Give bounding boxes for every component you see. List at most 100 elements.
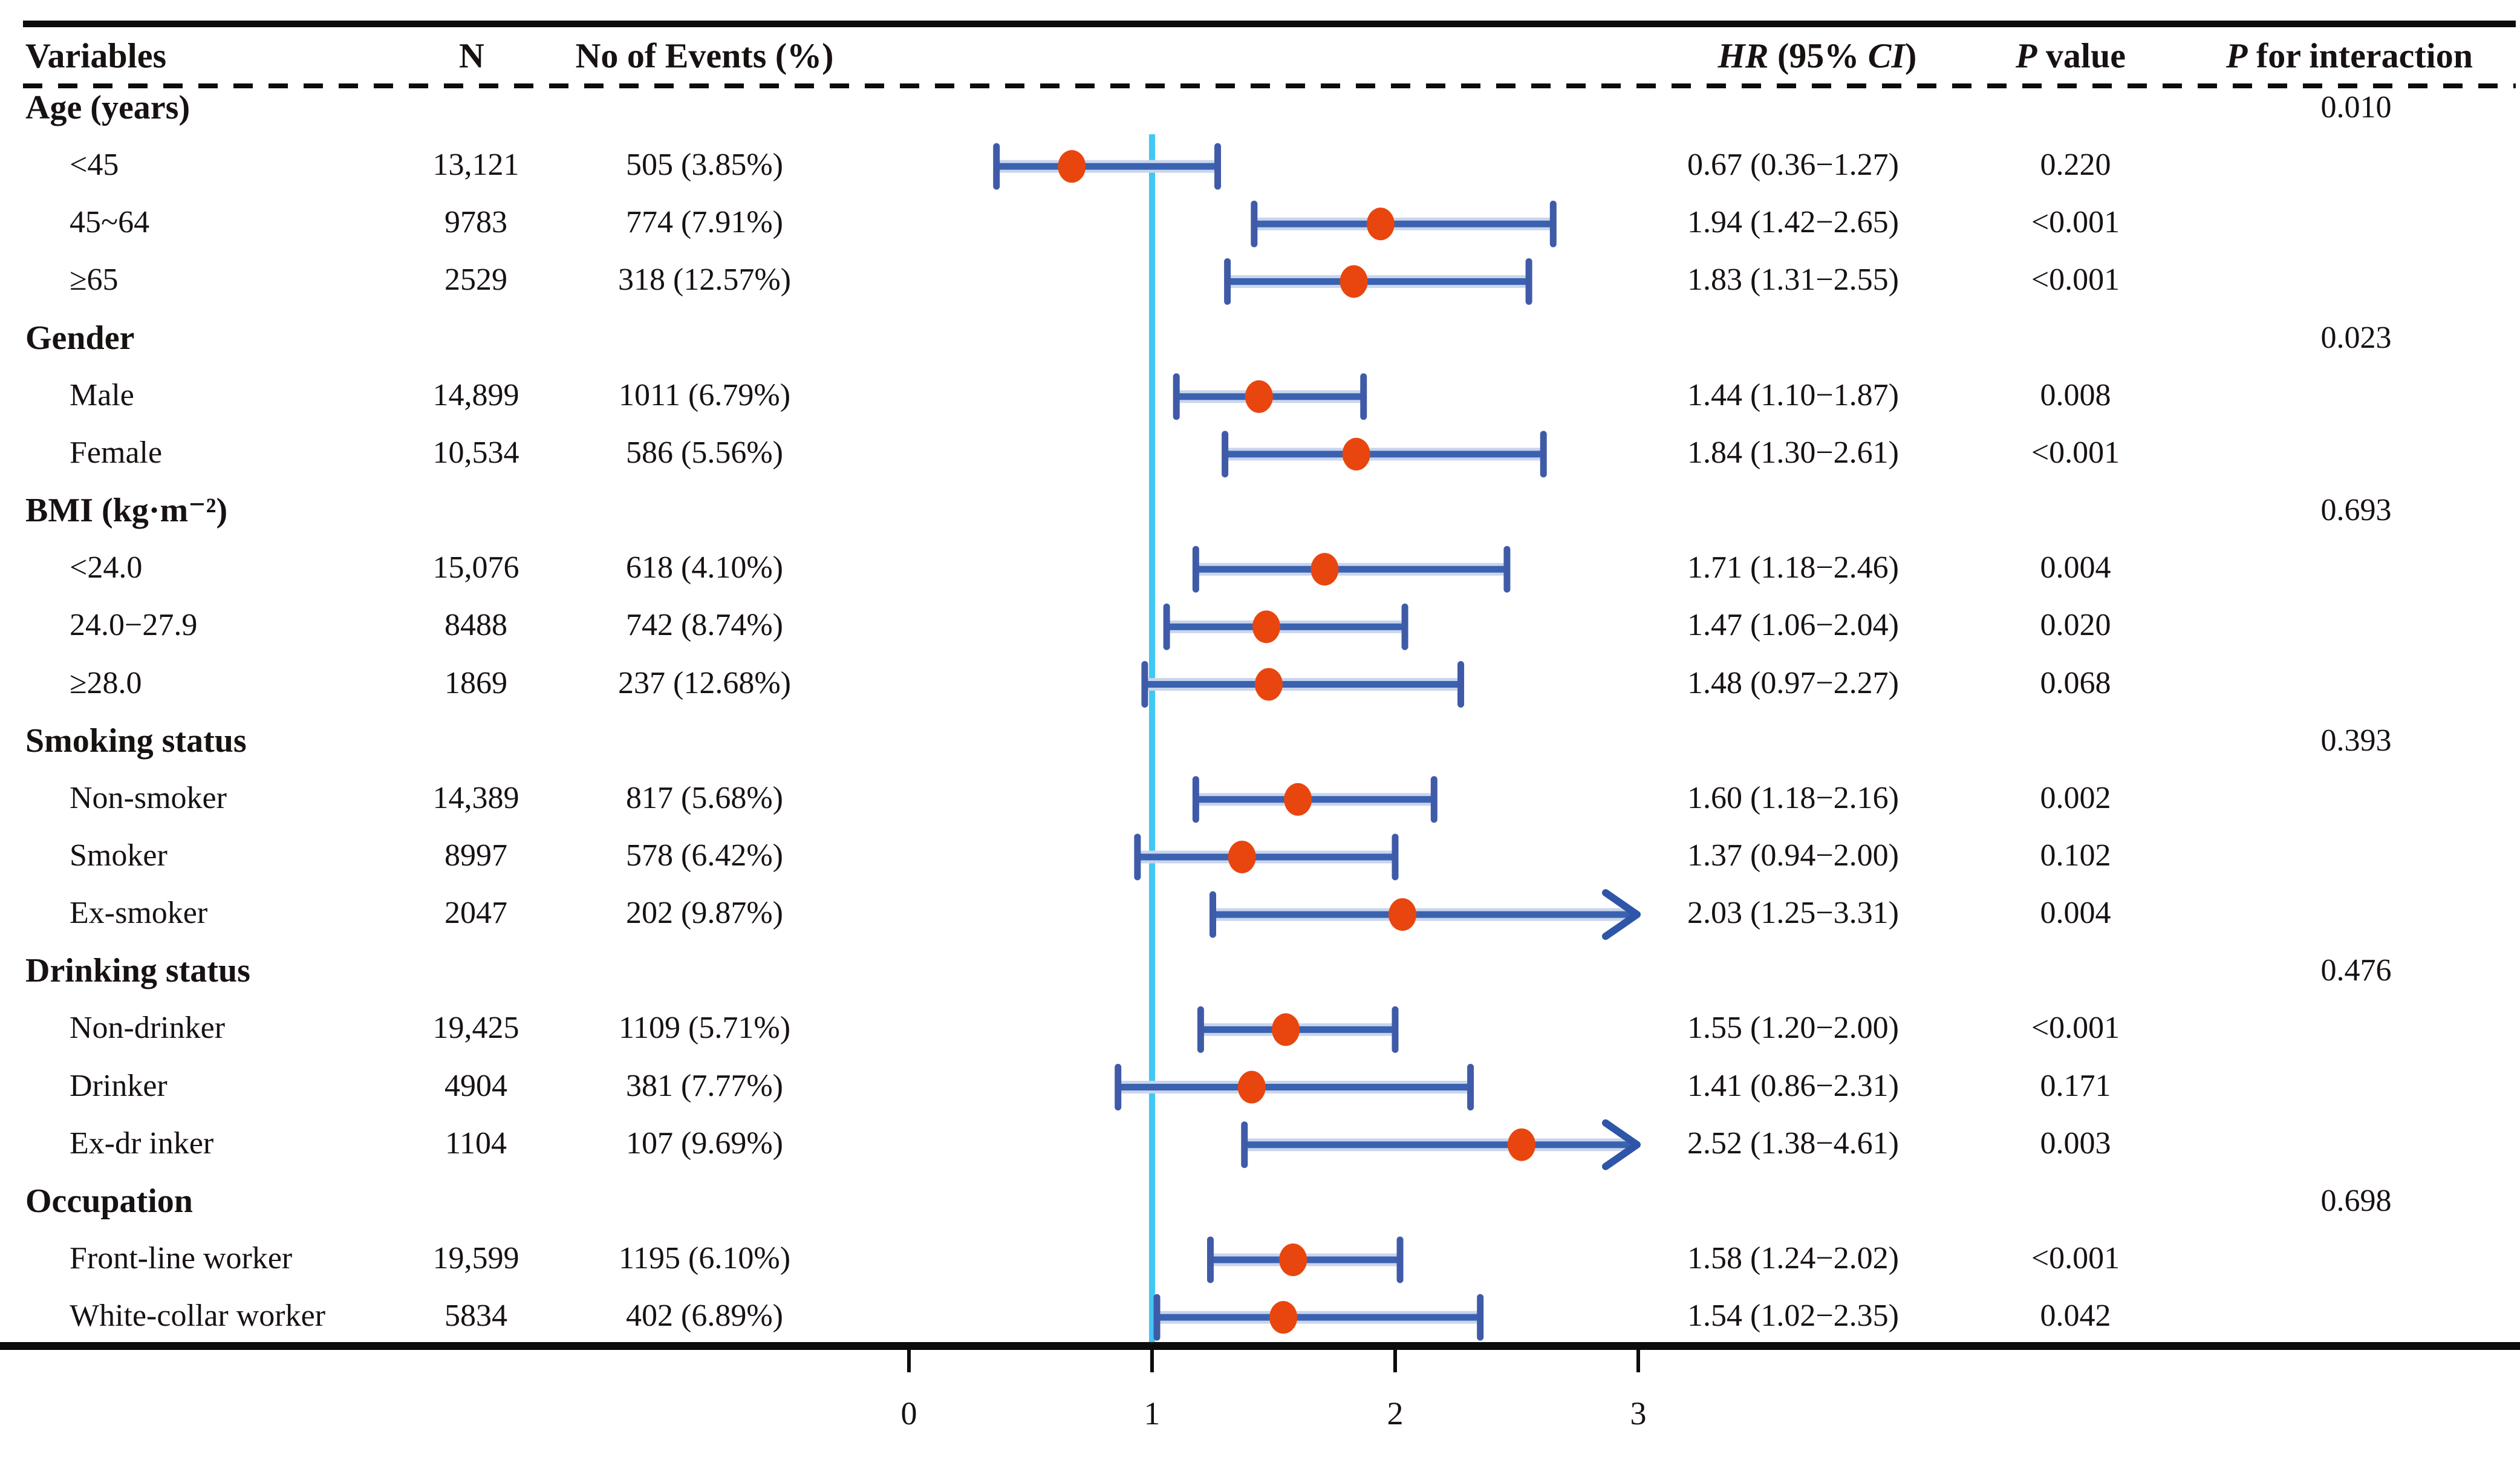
p-value: <0.001 bbox=[2031, 1011, 2120, 1046]
p-value: 0.220 bbox=[2040, 148, 2111, 183]
n-value: 19,599 bbox=[432, 1240, 519, 1276]
p-value: 0.004 bbox=[2040, 550, 2111, 585]
p-value: <0.001 bbox=[2031, 205, 2120, 240]
col-header-variables: Variables bbox=[25, 36, 167, 76]
p-interaction-value: 0.010 bbox=[2320, 90, 2392, 125]
events-value: 402 (6.89%) bbox=[626, 1299, 783, 1334]
p-value: 0.020 bbox=[2040, 608, 2111, 643]
p-value: <0.001 bbox=[2031, 262, 2120, 298]
p-value: 0.171 bbox=[2040, 1068, 2111, 1103]
hr-ci-value: 1.58 (1.24−2.02) bbox=[1687, 1240, 1899, 1276]
row-label: Non-drinker bbox=[70, 1011, 226, 1046]
events-value: 817 (5.68%) bbox=[626, 780, 783, 815]
events-value: 578 (6.42%) bbox=[626, 838, 783, 873]
hr-header-mid: (95% bbox=[1768, 36, 1868, 76]
hr-point-marker bbox=[1284, 783, 1312, 816]
group-label: Age (years) bbox=[25, 88, 190, 126]
row-label: <45 bbox=[70, 148, 119, 183]
hr-point-marker bbox=[1272, 1013, 1300, 1046]
events-value: 618 (4.10%) bbox=[626, 550, 783, 585]
row-label: 24.0−27.9 bbox=[70, 608, 198, 643]
arrow-head bbox=[1602, 889, 1641, 940]
hr-ci-value: 1.54 (1.02−2.35) bbox=[1687, 1299, 1899, 1334]
events-value: 237 (12.68%) bbox=[618, 665, 791, 700]
hr-point-marker bbox=[1508, 1128, 1536, 1161]
row-label: Ex-dr inker bbox=[70, 1126, 214, 1161]
top-rule bbox=[23, 21, 2516, 27]
row-label: ≥28.0 bbox=[70, 665, 142, 700]
group-label: Gender bbox=[25, 319, 135, 357]
p-interaction-value: 0.698 bbox=[2320, 1183, 2392, 1218]
row-label: Non-smoker bbox=[70, 780, 227, 815]
pi-header-italic: P bbox=[2225, 36, 2248, 76]
x-axis-line bbox=[0, 1342, 2520, 1350]
p-interaction-value: 0.476 bbox=[2320, 953, 2392, 988]
hr-point-marker bbox=[1389, 898, 1417, 931]
hr-ci-value: 1.84 (1.30−2.61) bbox=[1687, 435, 1899, 470]
hr-point-marker bbox=[1279, 1243, 1307, 1276]
p-value: <0.001 bbox=[2031, 1240, 2120, 1276]
events-value: 381 (7.77%) bbox=[626, 1068, 783, 1103]
n-value: 10,534 bbox=[432, 435, 519, 470]
hr-point-marker bbox=[1228, 840, 1256, 873]
col-header-hr-ci: HR (95% CI) bbox=[1717, 36, 1917, 76]
row-label: <24.0 bbox=[70, 550, 143, 585]
x-axis-tick-label: 2 bbox=[1387, 1395, 1404, 1432]
p-header-rest: value bbox=[2037, 36, 2126, 76]
hr-point-marker bbox=[1254, 668, 1283, 701]
hr-header-italic: HR bbox=[1717, 36, 1769, 76]
hr-ci-value: 0.67 (0.36−1.27) bbox=[1687, 148, 1899, 183]
x-axis-tick-label: 0 bbox=[901, 1395, 917, 1432]
n-value: 1104 bbox=[444, 1126, 507, 1161]
group-label: Drinking status bbox=[25, 952, 250, 990]
row-label: White-collar worker bbox=[70, 1299, 326, 1334]
events-value: 586 (5.56%) bbox=[626, 435, 783, 470]
arrow-head bbox=[1602, 1119, 1641, 1170]
p-value: 0.002 bbox=[2040, 780, 2111, 815]
hr-point-marker bbox=[1237, 1071, 1266, 1104]
p-value: 0.068 bbox=[2040, 665, 2111, 700]
n-value: 2529 bbox=[444, 262, 507, 298]
p-value: 0.003 bbox=[2040, 1126, 2111, 1161]
hr-point-marker bbox=[1058, 150, 1086, 183]
hr-ci-value: 1.47 (1.06−2.04) bbox=[1687, 608, 1899, 643]
p-value: <0.001 bbox=[2031, 435, 2120, 470]
n-value: 5834 bbox=[444, 1299, 507, 1334]
events-value: 505 (3.85%) bbox=[626, 148, 783, 183]
row-label: Front-line worker bbox=[70, 1240, 293, 1276]
hr-ci-value: 2.03 (1.25−3.31) bbox=[1687, 896, 1899, 931]
group-label: Occupation bbox=[25, 1182, 193, 1220]
pi-header-rest: for interaction bbox=[2247, 36, 2473, 76]
col-header-n: N bbox=[459, 36, 484, 76]
x-axis-tick-label: 3 bbox=[1630, 1395, 1647, 1432]
n-value: 8997 bbox=[444, 838, 507, 873]
events-value: 742 (8.74%) bbox=[626, 608, 783, 643]
events-value: 1109 (5.71%) bbox=[618, 1011, 791, 1046]
p-interaction-value: 0.023 bbox=[2320, 320, 2392, 355]
hr-ci-value: 1.48 (0.97−2.27) bbox=[1687, 665, 1899, 700]
hr-ci-value: 1.60 (1.18−2.16) bbox=[1687, 780, 1899, 815]
n-value: 8488 bbox=[444, 608, 507, 643]
hr-header-close: ) bbox=[1905, 36, 1917, 76]
p-value: 0.008 bbox=[2040, 377, 2111, 412]
n-value: 13,121 bbox=[432, 148, 519, 183]
n-value: 2047 bbox=[444, 896, 507, 931]
row-label: Drinker bbox=[70, 1068, 168, 1103]
n-value: 14,389 bbox=[432, 780, 519, 815]
p-interaction-value: 0.693 bbox=[2320, 492, 2392, 527]
col-header-events: No of Events (%) bbox=[575, 36, 834, 76]
events-value: 318 (12.57%) bbox=[618, 262, 791, 298]
group-label: BMI (kg·m⁻²) bbox=[25, 491, 228, 529]
hr-ci-value: 1.55 (1.20−2.00) bbox=[1687, 1011, 1899, 1046]
events-value: 107 (9.69%) bbox=[626, 1126, 783, 1161]
row-label: Female bbox=[70, 435, 163, 470]
hr-ci-value: 1.94 (1.42−2.65) bbox=[1687, 205, 1899, 240]
row-label: ≥65 bbox=[70, 262, 119, 298]
n-value: 1869 bbox=[444, 665, 507, 700]
events-value: 1195 (6.10%) bbox=[618, 1240, 791, 1276]
row-label: Ex-smoker bbox=[70, 896, 208, 931]
p-interaction-value: 0.393 bbox=[2320, 723, 2392, 758]
hr-point-marker bbox=[1269, 1301, 1298, 1334]
